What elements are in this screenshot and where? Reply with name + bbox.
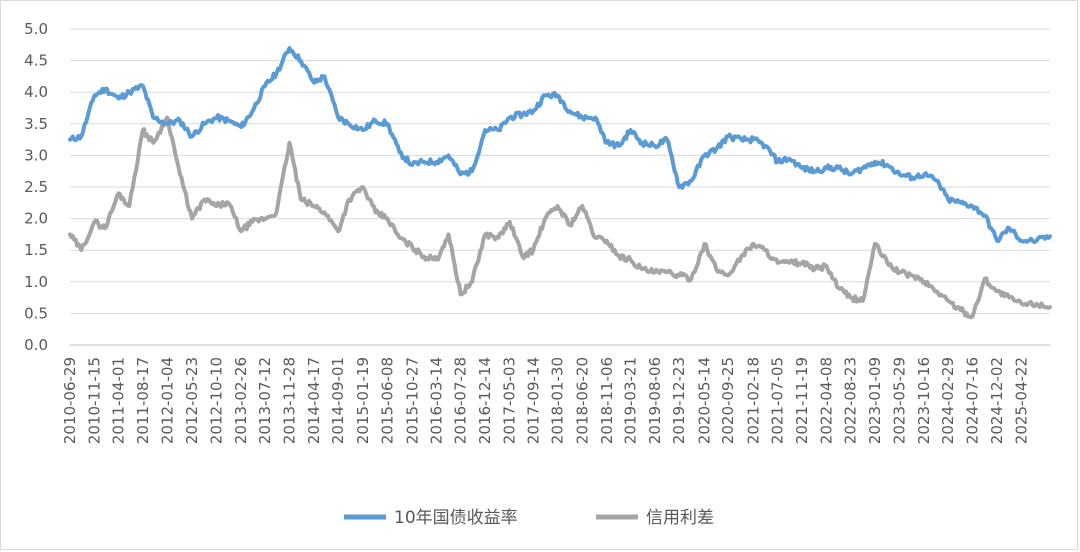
y-tick-label: 0.5 <box>24 304 48 322</box>
x-tick-label: 2015-10-27 <box>403 357 421 444</box>
x-tick-label: 2020-09-25 <box>719 357 737 444</box>
x-tick-label: 2024-12-02 <box>988 357 1006 444</box>
y-tick-label: 2.5 <box>24 178 48 196</box>
x-tick-label: 2025-04-22 <box>1013 357 1031 444</box>
x-tick-label: 2016-12-14 <box>476 357 494 444</box>
legend-label-credit-spread: 信用利差 <box>646 508 714 528</box>
x-tick-label: 2022-08-23 <box>842 357 860 444</box>
x-tick-label: 2014-09-01 <box>329 357 347 444</box>
y-tick-label: 3.5 <box>24 115 48 133</box>
x-tick-label: 2013-02-26 <box>232 357 250 444</box>
x-tick-label: 2012-01-04 <box>158 357 176 444</box>
x-tick-label: 2019-12-23 <box>670 357 688 444</box>
x-tick-label: 2016-03-14 <box>428 357 446 444</box>
y-tick-label: 3.0 <box>24 146 48 164</box>
legend-label-yield: 10年国债收益率 <box>394 508 518 528</box>
x-tick-label: 2013-07-12 <box>256 357 274 444</box>
series-line-yield <box>68 46 1052 245</box>
x-tick-label: 2024-07-16 <box>963 357 981 444</box>
x-tick-label: 2019-08-06 <box>646 357 664 444</box>
y-tick-label: 4.5 <box>24 52 48 70</box>
x-axis-tick-labels: 2010-06-29 2010-11-15 2011-04-01 2011-08-17… <box>61 357 1031 444</box>
x-tick-label: 2024-02-29 <box>939 357 957 444</box>
x-tick-label: 2022-04-08 <box>817 357 835 444</box>
y-tick-label: 1.5 <box>24 241 48 259</box>
x-tick-label: 2023-01-09 <box>866 357 884 444</box>
gridlines <box>70 28 1050 346</box>
x-tick-label: 2011-08-17 <box>134 357 152 444</box>
legend: 10年国债收益率 信用利差 <box>344 508 714 528</box>
y-tick-label: 0.0 <box>24 336 48 354</box>
x-tick-label: 2017-09-14 <box>524 357 542 444</box>
x-tick-label: 2014-04-17 <box>305 357 323 444</box>
y-tick-label: 2.0 <box>24 210 48 228</box>
x-tick-label: 2010-06-29 <box>61 357 79 444</box>
x-tick-label: 2016-07-28 <box>452 357 470 444</box>
series-line-credit-spread <box>68 115 1052 320</box>
x-tick-label: 2021-02-18 <box>745 357 763 444</box>
y-tick-label: 1.0 <box>24 273 48 291</box>
x-tick-label: 2023-10-16 <box>915 357 933 444</box>
x-tick-label: 2015-06-08 <box>378 357 396 444</box>
x-tick-label: 2011-04-01 <box>110 357 128 444</box>
x-tick-label: 2023-05-29 <box>891 357 909 444</box>
x-tick-label: 2010-11-15 <box>85 357 103 444</box>
x-tick-label: 2013-11-28 <box>280 357 298 444</box>
x-tick-label: 2012-05-23 <box>183 357 201 444</box>
x-tick-label: 2021-07-05 <box>769 357 787 444</box>
series-lines <box>68 46 1052 320</box>
x-tick-label: 2015-01-19 <box>354 357 372 444</box>
x-tick-label: 2018-01-30 <box>549 357 567 444</box>
x-tick-label: 2018-06-20 <box>573 357 591 444</box>
x-tick-label: 2020-05-14 <box>695 357 713 444</box>
x-tick-label: 2017-05-03 <box>501 357 519 444</box>
y-axis-tick-labels: 0.0 0.5 1.0 1.5 2.0 2.5 3.0 3.5 4.0 4.5 5.0 <box>24 20 48 354</box>
y-tick-label: 5.0 <box>24 20 48 38</box>
x-tick-label: 2021-11-19 <box>793 357 811 444</box>
x-tick-label: 2019-03-21 <box>622 357 640 444</box>
y-tick-label: 4.0 <box>24 83 48 101</box>
x-tick-label: 2018-11-06 <box>598 357 616 444</box>
x-tick-label: 2012-10-10 <box>208 357 226 444</box>
